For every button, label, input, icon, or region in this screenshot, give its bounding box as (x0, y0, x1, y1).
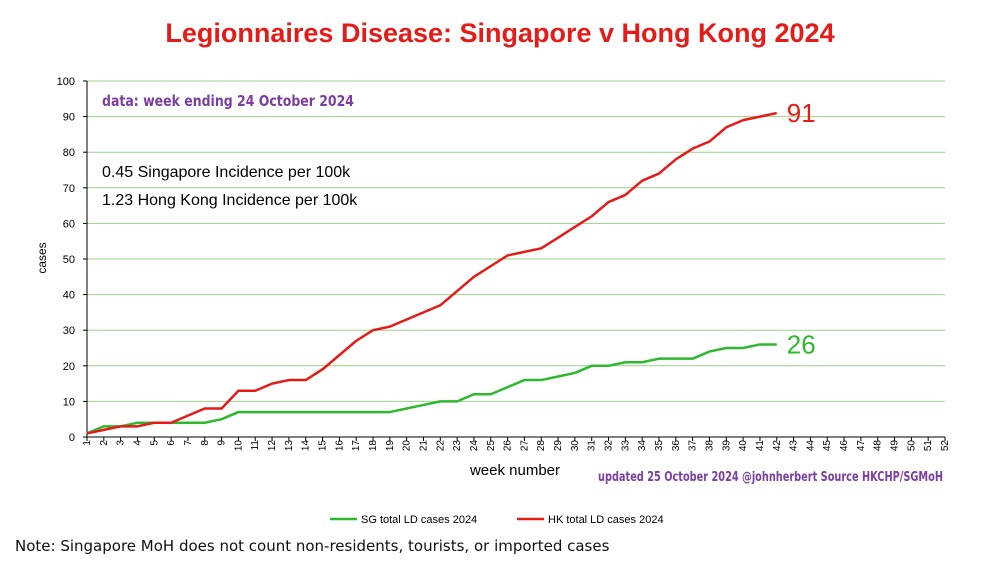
x-tick-label: 21 (418, 440, 429, 452)
legend: SG total LD cases 2024 HK total LD cases… (330, 514, 664, 526)
x-tick-label: 12 (267, 440, 278, 452)
x-tick-label: 26 (503, 440, 514, 452)
y-tick-label: 80 (63, 147, 75, 159)
x-tick-label: 43 (789, 440, 800, 452)
x-tick-label: 52 (940, 440, 951, 452)
y-axis-label: cases (35, 242, 49, 273)
x-tick-label: 11 (250, 440, 261, 451)
x-tick-label: 33 (620, 440, 631, 452)
x-tick-label: 9 (217, 440, 228, 446)
x-tick-label: 2 (99, 440, 110, 446)
x-tick-label: 48 (873, 440, 884, 452)
x-tick-label: 44 (805, 440, 816, 452)
hk-end-label: 91 (787, 98, 816, 128)
y-tick-label: 10 (63, 396, 75, 408)
x-tick-label: 35 (654, 440, 665, 452)
x-tick-label: 29 (553, 440, 564, 452)
series-lines (86, 111, 778, 435)
x-tick-label: 15 (318, 440, 329, 452)
x-tick-label: 49 (890, 440, 901, 452)
sg-incidence-text: 0.45 Singapore Incidence per 100k (102, 164, 351, 181)
x-tick-label: 41 (755, 440, 766, 452)
x-tick-label: 28 (536, 440, 547, 452)
x-tick-label: 46 (839, 440, 850, 452)
x-tick-label: 22 (435, 440, 446, 452)
x-tick-label: 19 (385, 440, 396, 452)
chart-title: Legionnaires Disease: Singapore v Hong K… (165, 18, 835, 48)
legend-hk-label: HK total LD cases 2024 (548, 514, 664, 526)
x-tick-label: 3 (116, 440, 127, 446)
data-note: data: week ending 24 October 2024 (102, 92, 354, 110)
x-tick-label: 23 (452, 440, 463, 452)
y-tick-label: 20 (63, 361, 75, 373)
footnote: Note: Singapore MoH does not count non-r… (15, 537, 610, 555)
x-tick-label: 17 (351, 440, 362, 452)
x-tick-label: 37 (688, 440, 699, 452)
x-tick-label: 18 (368, 440, 379, 452)
x-tick-label: 40 (738, 440, 749, 452)
source-note: updated 25 October 2024 @johnherbert Sou… (598, 470, 943, 485)
x-tick-label: 51 (923, 440, 934, 452)
x-tick-label: 50 (906, 440, 917, 452)
x-tick-label: 30 (570, 440, 581, 452)
x-axis-label: week number (469, 462, 560, 479)
gridlines (87, 80, 945, 402)
y-tick-label: 90 (63, 112, 75, 124)
x-tick-label: 16 (334, 440, 345, 452)
x-tick-label: 38 (704, 440, 715, 452)
x-tick-label: 45 (822, 440, 833, 452)
x-tick-label: 20 (402, 440, 413, 452)
x-tick-label: 1 (82, 440, 93, 446)
x-tick-label: 14 (301, 440, 312, 452)
x-tick-label: 10 (233, 440, 244, 452)
y-tick-labels: 0 10 20 30 40 50 60 70 80 90 100 (57, 76, 75, 444)
x-tick-label: 8 (200, 440, 211, 446)
x-tick-label: 42 (772, 440, 783, 452)
x-tick-label: 31 (587, 440, 598, 452)
x-tick-label: 5 (149, 440, 160, 446)
x-tick-label: 4 (132, 440, 143, 446)
hk-series-line (86, 111, 778, 435)
y-tick-label: 60 (63, 218, 75, 230)
x-tick-label: 32 (604, 440, 615, 452)
x-tick-label: 6 (166, 440, 177, 446)
y-tick-label: 70 (63, 183, 75, 195)
x-tick-label: 24 (469, 440, 480, 452)
x-tick-label: 27 (519, 440, 530, 452)
hk-incidence-text: 1.23 Hong Kong Incidence per 100k (102, 192, 358, 209)
x-tick-label: 7 (183, 440, 194, 446)
x-tick-label: 39 (721, 440, 732, 452)
x-tick-label: 13 (284, 440, 295, 452)
x-tick-labels: 1 2 3 4 5 6 7 8 9 10 11 12 13 14 15 16 17 18 19 20 21 22 23 24 2… (82, 440, 951, 452)
y-tick-label: 50 (63, 254, 75, 266)
y-tick-label: 0 (69, 432, 75, 444)
x-tick-label: 34 (637, 440, 648, 452)
sg-end-label: 26 (787, 329, 816, 359)
x-tick-label: 25 (486, 440, 497, 452)
y-tick-label: 30 (63, 325, 75, 337)
axes (83, 80, 946, 441)
x-tick-label: 47 (856, 440, 867, 452)
x-tick-label: 36 (671, 440, 682, 452)
y-tick-label: 100 (57, 76, 75, 88)
legend-sg-label: SG total LD cases 2024 (361, 514, 477, 526)
sg-series-line (86, 343, 777, 435)
y-tick-label: 40 (63, 290, 75, 302)
